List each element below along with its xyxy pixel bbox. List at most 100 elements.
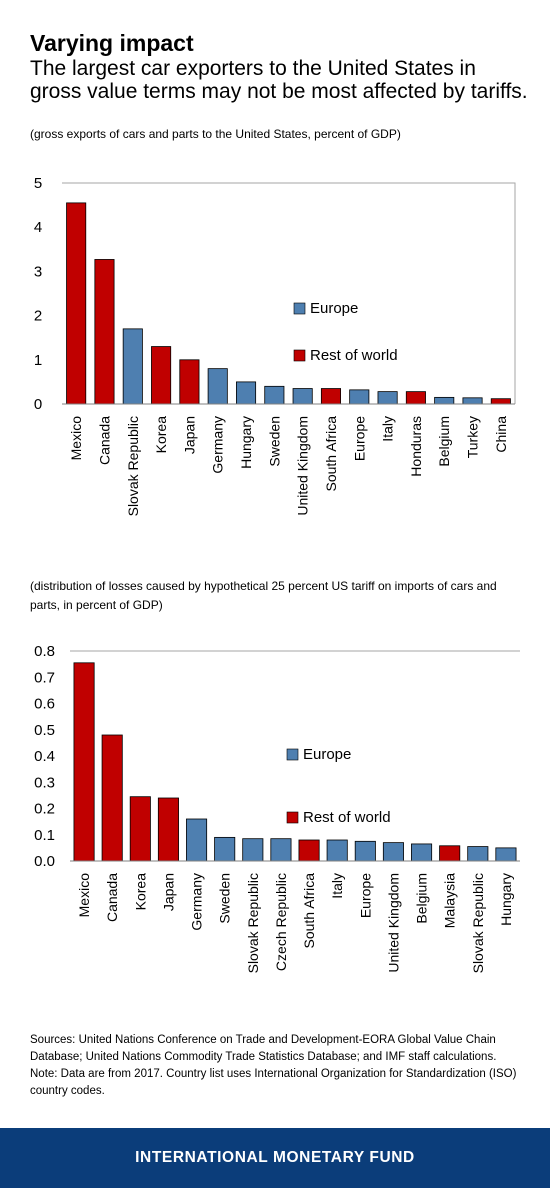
y-tick-label: 3 [34,263,42,280]
y-tick-label: 2 [34,308,42,325]
bar-south-africa [298,839,320,862]
bar-sweden [214,836,236,862]
x-tick-label: Slovak Republic [125,416,141,516]
bar-germany [186,818,208,862]
y-tick-label: 0.4 [34,748,55,765]
x-tick-label: South Africa [323,416,339,492]
x-tick-label: Mexico [68,416,84,461]
legend-label-rest: Rest of world [310,347,398,364]
y-tick-label: 0.2 [34,801,55,818]
legend-swatch-europe [286,748,299,761]
sources-note: Sources: United Nations Conference on Tr… [30,1032,525,1100]
bar-japan [157,797,179,862]
x-tick-label: Japan [160,873,176,911]
bar-turkey [462,397,483,405]
x-tick-label: Germany [189,873,205,931]
tariff-losses-chart: 0.0 0.1 0.2 0.3 0.4 0.5 0.6 0.7 0.8 Mexico Canada K… [34,643,520,973]
legend-label-rest: Rest of world [303,809,391,826]
y-tick-label: 0.6 [34,696,55,713]
bar-belgium [411,843,433,862]
bar-honduras [405,391,426,405]
bar-united-kingdom [292,388,313,405]
chart2-note: (distribution of losses caused by hypoth… [30,579,497,612]
legend-swatch-europe [293,302,306,315]
bar-korea [151,346,172,405]
legend-label-europe: Europe [310,300,358,317]
x-tick-label: China [493,416,509,453]
x-tick-label: Czech Republic [273,873,289,971]
x-tick-label: Sweden [266,416,282,467]
chart-title: Varying impact [30,30,194,56]
y-tick-label: 0 [34,396,42,413]
x-tick-label: Italy [380,416,396,442]
chart-subtitle: The largest car exporters to the United … [30,57,528,103]
x-tick-label: Honduras [408,416,424,477]
x-tick-label: Hungary [498,873,514,926]
legend-label-europe: Europe [303,746,351,763]
bar-south-africa [320,388,341,405]
x-tick-label: Malaysia [442,873,458,928]
x-tick-label: Europe [357,873,373,918]
y-tick-label: 0.5 [34,722,55,739]
x-tick-label: Canada [96,416,112,465]
bar-europe [354,840,376,862]
bar-korea [129,796,151,862]
x-tick-label: Belgium [436,416,452,467]
sources-text: Sources: United Nations Conference on Tr… [30,1034,497,1063]
y-tick-label: 5 [34,175,42,192]
bar-malaysia [439,845,461,862]
bar-sweden [264,385,285,405]
bar-italy [326,839,348,862]
gross-exports-chart: 0 1 2 3 4 5 Mexico Canada Slovak Republic Korea Ja… [34,175,516,516]
x-tick-label: Sweden [217,873,233,924]
bar-united-kingdom [382,842,404,862]
bar-mexico [66,202,87,405]
x-tick-label: Hungary [238,416,254,469]
bar-belgium [434,396,455,405]
chart-heading: Varying impact The largest car exporters… [30,30,530,103]
bar-hungary [495,847,517,862]
imf-footer-label: INTERNATIONAL MONETARY FUND [135,1149,415,1166]
x-tick-label: Korea [132,873,148,911]
x-tick-label: Slovak Republic [245,873,261,973]
bar-china [490,398,511,405]
y-tick-label: 4 [34,219,42,236]
x-tick-label: South Africa [301,873,317,949]
bar-slovak-republic [467,846,489,862]
chart1-note: (gross exports of cars and parts to the … [30,127,401,141]
bar-japan [179,359,200,405]
x-tick-label: Mexico [76,873,92,918]
bar-slovak-republic [242,838,264,862]
y-tick-label: 0.8 [34,643,55,660]
bar-czech-republic [270,838,292,862]
y-tick-label: 0.7 [34,669,55,686]
x-tick-label: Japan [181,416,197,454]
x-tick-label: Korea [153,416,169,454]
bar-canada [101,734,123,862]
bar-italy [377,391,398,405]
x-tick-label: Slovak Republic [470,873,486,973]
y-tick-label: 1 [34,352,42,369]
bar-mexico [73,662,95,862]
plot-frame [62,182,516,404]
x-tick-label: United Kingdom [295,416,311,516]
x-tick-label: Italy [329,873,345,899]
y-tick-label: 0.3 [34,774,55,791]
bar-canada [94,259,115,405]
x-tick-label: Germany [210,416,226,474]
legend-swatch-rest [293,349,306,362]
bar-germany [207,368,228,405]
x-tick-label: Canada [104,873,120,922]
bar-slovak-republic [122,328,143,405]
x-tick-label: Europe [351,416,367,461]
bar-hungary [236,381,257,405]
x-tick-label: United Kingdom [385,873,401,973]
x-tick-label: Turkey [465,416,481,458]
imf-footer-banner: INTERNATIONAL MONETARY FUND [0,1128,550,1188]
y-tick-label: 0.1 [34,827,55,844]
bar-europe [349,389,370,405]
note-text: Note: Data are from 2017. Country list u… [30,1068,517,1097]
x-tick-label: Belgium [414,873,430,924]
legend-swatch-rest [286,811,299,824]
y-tick-label: 0.0 [34,853,55,870]
